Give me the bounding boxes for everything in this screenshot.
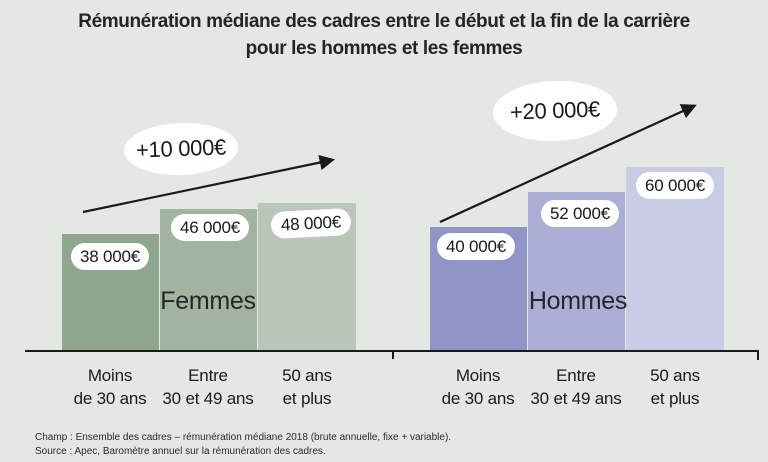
series-label-femmes: Femmes bbox=[160, 287, 256, 315]
footer-source: Source : Apec, Baromètre annuel sur la r… bbox=[35, 446, 326, 457]
footer-notes: Champ : Ensemble des cadres – rémunérati… bbox=[35, 431, 451, 459]
category-hommes-30-49: Entre 30 et 49 ans bbox=[530, 366, 622, 408]
x-axis-divider-tick bbox=[392, 350, 394, 359]
hommes-gain-label: +20 000€ bbox=[509, 96, 601, 125]
value-label-femmes-moins-30: 38 000€ bbox=[71, 243, 149, 270]
value-label-femmes-50-plus: 48 000€ bbox=[270, 207, 352, 240]
femmes-gain-label: +10 000€ bbox=[135, 134, 227, 163]
hommes-gain-bubble: +20 000€ bbox=[491, 78, 619, 144]
category-femmes-50-plus: 50 ans et plus bbox=[282, 366, 332, 408]
value-label-hommes-30-49: 52 000€ bbox=[541, 200, 619, 227]
category-femmes-30-49: Entre 30 et 49 ans bbox=[162, 366, 254, 408]
category-femmes-moins-30: Moins de 30 ans bbox=[73, 366, 147, 408]
footer-champ: Champ : Ensemble des cadres – rémunérati… bbox=[35, 432, 452, 443]
category-hommes-moins-30: Moins de 30 ans bbox=[441, 366, 515, 408]
chart-title: Rémunération médiane des cadres entre le… bbox=[0, 8, 768, 62]
value-label-femmes-30-49: 46 000€ bbox=[171, 214, 249, 241]
chart-title-line1: Rémunération médiane des cadres entre le… bbox=[78, 11, 690, 32]
value-label-hommes-moins-30: 40 000€ bbox=[437, 233, 515, 260]
category-hommes-50-plus: 50 ans et plus bbox=[650, 366, 700, 408]
femmes-gain-bubble: +10 000€ bbox=[123, 121, 239, 177]
value-label-hommes-50-plus: 60 000€ bbox=[636, 172, 714, 199]
chart-title-line2: pour les hommes et les femmes bbox=[245, 38, 523, 59]
series-label-hommes: Hommes bbox=[528, 287, 628, 315]
x-axis-end-tick bbox=[757, 350, 759, 360]
